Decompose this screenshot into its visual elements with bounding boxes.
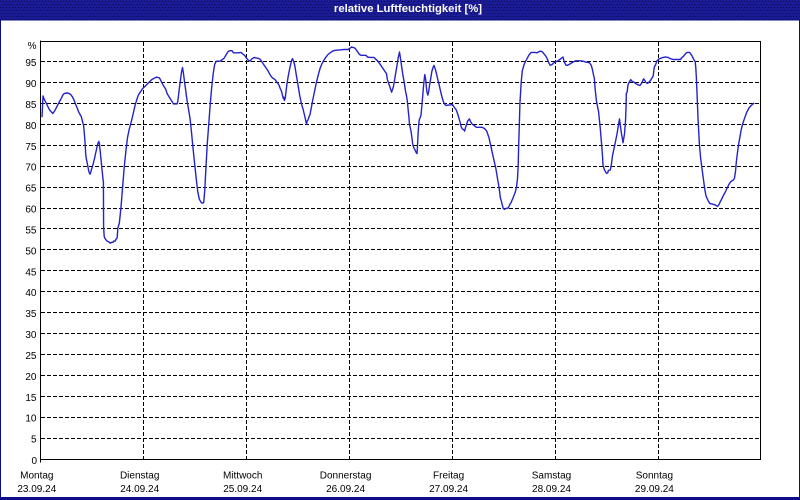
svg-text:Dienstag: Dienstag [120,470,159,481]
svg-text:27.09.24: 27.09.24 [429,484,468,495]
svg-text:25: 25 [25,351,37,362]
svg-text:55: 55 [25,225,37,236]
svg-text:80: 80 [25,121,37,132]
svg-text:65: 65 [25,184,37,195]
svg-text:5: 5 [31,435,37,446]
svg-text:30: 30 [25,330,37,341]
svg-text:15: 15 [25,393,37,404]
svg-text:23.09.24: 23.09.24 [17,484,56,495]
svg-text:Samstag: Samstag [532,470,571,481]
svg-text:35: 35 [25,309,37,320]
svg-text:85: 85 [25,100,37,111]
svg-text:60: 60 [25,205,37,216]
svg-text:24.09.24: 24.09.24 [120,484,159,495]
svg-text:10: 10 [25,414,37,425]
svg-text:40: 40 [25,288,37,299]
svg-text:Montag: Montag [20,470,53,481]
svg-text:20: 20 [25,372,37,383]
svg-text:25.09.24: 25.09.24 [223,484,262,495]
svg-text:Sonntag: Sonntag [636,470,673,481]
svg-text:%: % [28,41,37,52]
svg-text:26.09.24: 26.09.24 [326,484,365,495]
svg-text:70: 70 [25,163,37,174]
svg-text:95: 95 [25,58,37,69]
svg-text:29.09.24: 29.09.24 [635,484,674,495]
svg-text:75: 75 [25,142,37,153]
svg-text:45: 45 [25,267,37,278]
svg-text:0: 0 [31,456,37,467]
svg-text:28.09.24: 28.09.24 [532,484,571,495]
svg-text:Mittwoch: Mittwoch [223,470,262,481]
svg-text:90: 90 [25,79,37,90]
svg-text:Freitag: Freitag [433,470,464,481]
svg-text:50: 50 [25,246,37,257]
svg-text:Donnerstag: Donnerstag [320,470,372,481]
